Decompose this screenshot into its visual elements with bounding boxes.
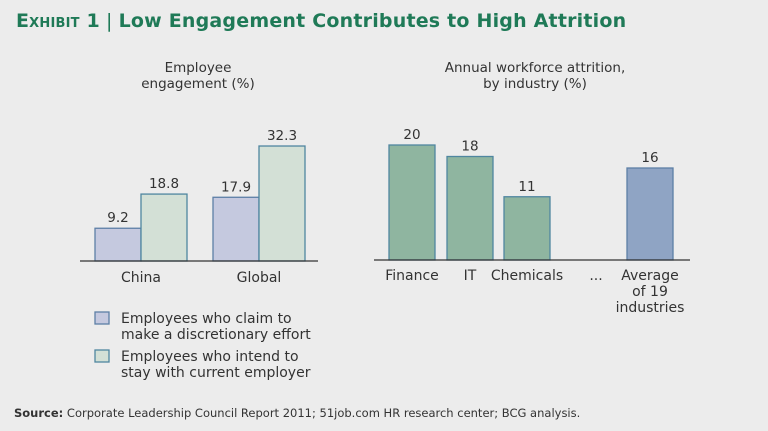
- data-label: 11: [518, 179, 535, 195]
- bar-china-series2: [140, 193, 188, 262]
- x-tick-label: of 19: [632, 284, 668, 300]
- chart-title-line: Employee: [165, 60, 232, 76]
- source-note: Source: Corporate Leadership Council Rep…: [14, 406, 580, 420]
- x-tick-label: Average: [621, 268, 679, 284]
- chart-title-line: Annual workforce attrition,: [445, 60, 625, 76]
- source-label: Source:: [14, 406, 64, 420]
- bar-global-series2: [258, 145, 306, 262]
- title-separator: |: [105, 10, 113, 32]
- legend-label: make a discretionary effort: [121, 327, 311, 343]
- bar-china-series1: [94, 227, 142, 262]
- exhibit-title: Exhibit 1 | Low Engagement Contributes to …: [16, 10, 626, 32]
- bar-global-series1: [212, 196, 260, 262]
- data-label: 9.2: [107, 210, 128, 226]
- x-tick-label: IT: [464, 268, 477, 284]
- bar-average-of-19-industries: [626, 167, 674, 261]
- x-tick-label: Chemicals: [491, 268, 563, 284]
- data-label: 20: [403, 127, 420, 143]
- legend-label: Employees who claim to: [121, 311, 292, 327]
- exhibit-title-text: Low Engagement Contributes to High Attri…: [118, 10, 627, 32]
- legend-swatch: [94, 349, 110, 363]
- data-label: 16: [641, 150, 658, 166]
- x-tick-label: Global: [237, 270, 282, 286]
- data-label: 18.8: [149, 176, 179, 192]
- x-tick-label: Finance: [385, 268, 439, 284]
- legend-label: Employees who intend to: [121, 349, 299, 365]
- data-label: 18: [461, 139, 478, 155]
- chart-title-line: by industry (%): [483, 76, 587, 92]
- x-tick-label: industries: [616, 300, 685, 316]
- chart-title-line: engagement (%): [141, 76, 255, 92]
- bar-chemicals: [503, 196, 551, 261]
- data-label: 32.3: [267, 128, 297, 144]
- bar-it: [446, 155, 494, 261]
- x-tick-label: China: [121, 270, 161, 286]
- legend-label: stay with current employer: [121, 365, 311, 381]
- bar-finance: [388, 144, 436, 261]
- source-text: Corporate Leadership Council Report 2011…: [63, 406, 581, 420]
- legend-swatch: [94, 311, 110, 325]
- data-label: 17.9: [221, 179, 251, 195]
- exhibit-label: Exhibit 1: [16, 10, 100, 32]
- x-tick-label: ...: [589, 268, 602, 284]
